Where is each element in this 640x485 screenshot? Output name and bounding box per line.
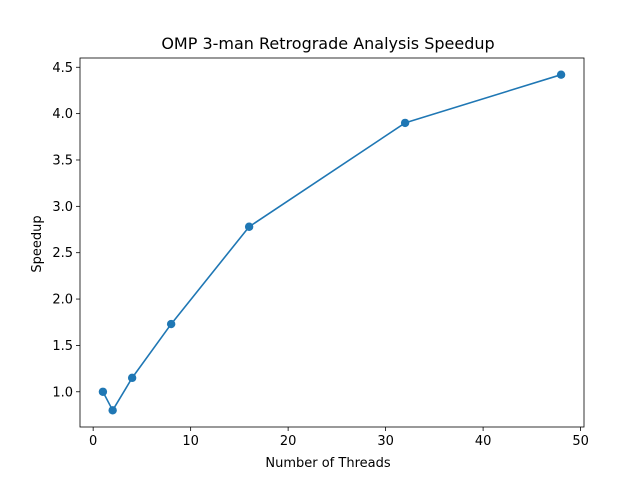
x-tick-label: 40	[475, 434, 492, 449]
x-tick-label: 20	[280, 434, 297, 449]
x-tick-label: 0	[89, 434, 97, 449]
data-point	[556, 70, 566, 79]
x-axis-label: Number of Threads	[265, 456, 390, 471]
y-tick-label: 4.0	[52, 107, 73, 122]
data-point	[127, 373, 137, 383]
y-axis-label: Speedup	[30, 215, 45, 272]
y-tick-label: 1.0	[52, 385, 73, 400]
chart-title: OMP 3-man Retrograde Analysis Speedup	[161, 34, 494, 53]
data-point	[244, 222, 254, 231]
plot-area: 0 10 20 30 40 50 1.0 1.5 2.0 2.5 3.0 3.5 4.0 4.5	[52, 57, 589, 449]
axes-frame	[79, 57, 585, 428]
y-tick-label: 3.5	[52, 153, 73, 168]
x-tick-label: 10	[182, 434, 199, 449]
data-point	[400, 118, 410, 128]
data-point	[108, 406, 117, 415]
data-point	[166, 319, 176, 329]
y-tick-label: 2.5	[52, 246, 73, 261]
y-tick-label: 4.5	[52, 61, 73, 76]
x-tick-label: 50	[572, 434, 589, 449]
y-tick-label: 3.0	[52, 200, 73, 215]
data-point	[98, 387, 108, 396]
y-tick-label: 2.0	[52, 293, 73, 308]
y-tick-label: 1.5	[52, 339, 73, 354]
x-tick-label: 30	[377, 434, 394, 449]
